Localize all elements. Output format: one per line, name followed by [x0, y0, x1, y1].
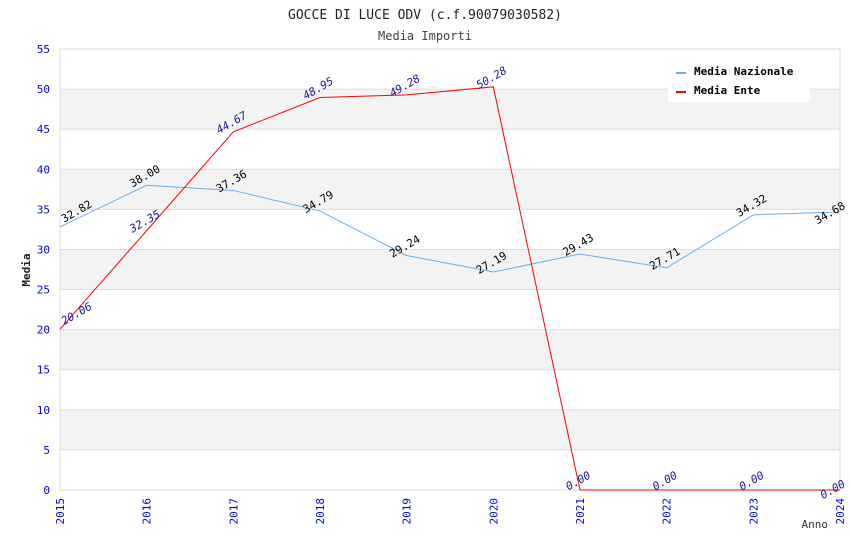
y-tick-label: 35: [37, 203, 50, 216]
legend-label-ente: Media Ente: [694, 84, 761, 97]
x-axis-label: Anno: [802, 518, 829, 531]
y-tick-label: 45: [37, 123, 50, 136]
chart-subtitle: Media Importi: [378, 29, 472, 43]
plot-border: [59, 48, 841, 491]
y-tick-label: 15: [37, 364, 50, 377]
x-tick-label: 2016: [141, 498, 154, 525]
y-tick-label: 40: [37, 163, 50, 176]
x-tick-label: 2021: [574, 498, 587, 525]
y-tick-label: 5: [43, 444, 50, 457]
y-tick-label: 55: [37, 43, 50, 56]
x-tick-label: 2023: [747, 498, 760, 525]
series-line-0: [59, 184, 841, 273]
y-tick-label: 20: [37, 324, 50, 337]
grid-band: [60, 329, 840, 370]
data-label: 20.06: [59, 300, 95, 328]
grid-band: [60, 249, 840, 290]
x-tick-label: 2024: [834, 498, 847, 525]
x-tick-label: 2020: [487, 498, 500, 525]
y-tick-label: 10: [37, 404, 50, 417]
x-tick-label: 2018: [314, 498, 327, 525]
legend: Media Nazionale Media Ente: [668, 60, 810, 102]
x-tick-label: 2019: [401, 498, 414, 525]
x-tick-label: 2017: [227, 498, 240, 525]
chart-title: GOCCE DI LUCE ODV (c.f.90079030582): [288, 8, 562, 23]
legend-label-nazionale: Media Nazionale: [694, 65, 794, 78]
x-tick-label: 2022: [661, 498, 674, 525]
y-tick-label: 25: [37, 284, 50, 297]
series-line-1: [59, 86, 840, 491]
grid-band: [60, 409, 840, 450]
y-tick-label: 0: [43, 484, 50, 497]
y-tick-label: 50: [37, 83, 50, 96]
grid-band: [60, 169, 840, 210]
data-label: 32.35: [126, 208, 162, 236]
data-label: 50.28: [474, 64, 510, 92]
x-tick-label: 2015: [54, 498, 67, 525]
y-tick-label: 30: [37, 243, 50, 256]
y-axis-label: Media: [20, 253, 33, 286]
